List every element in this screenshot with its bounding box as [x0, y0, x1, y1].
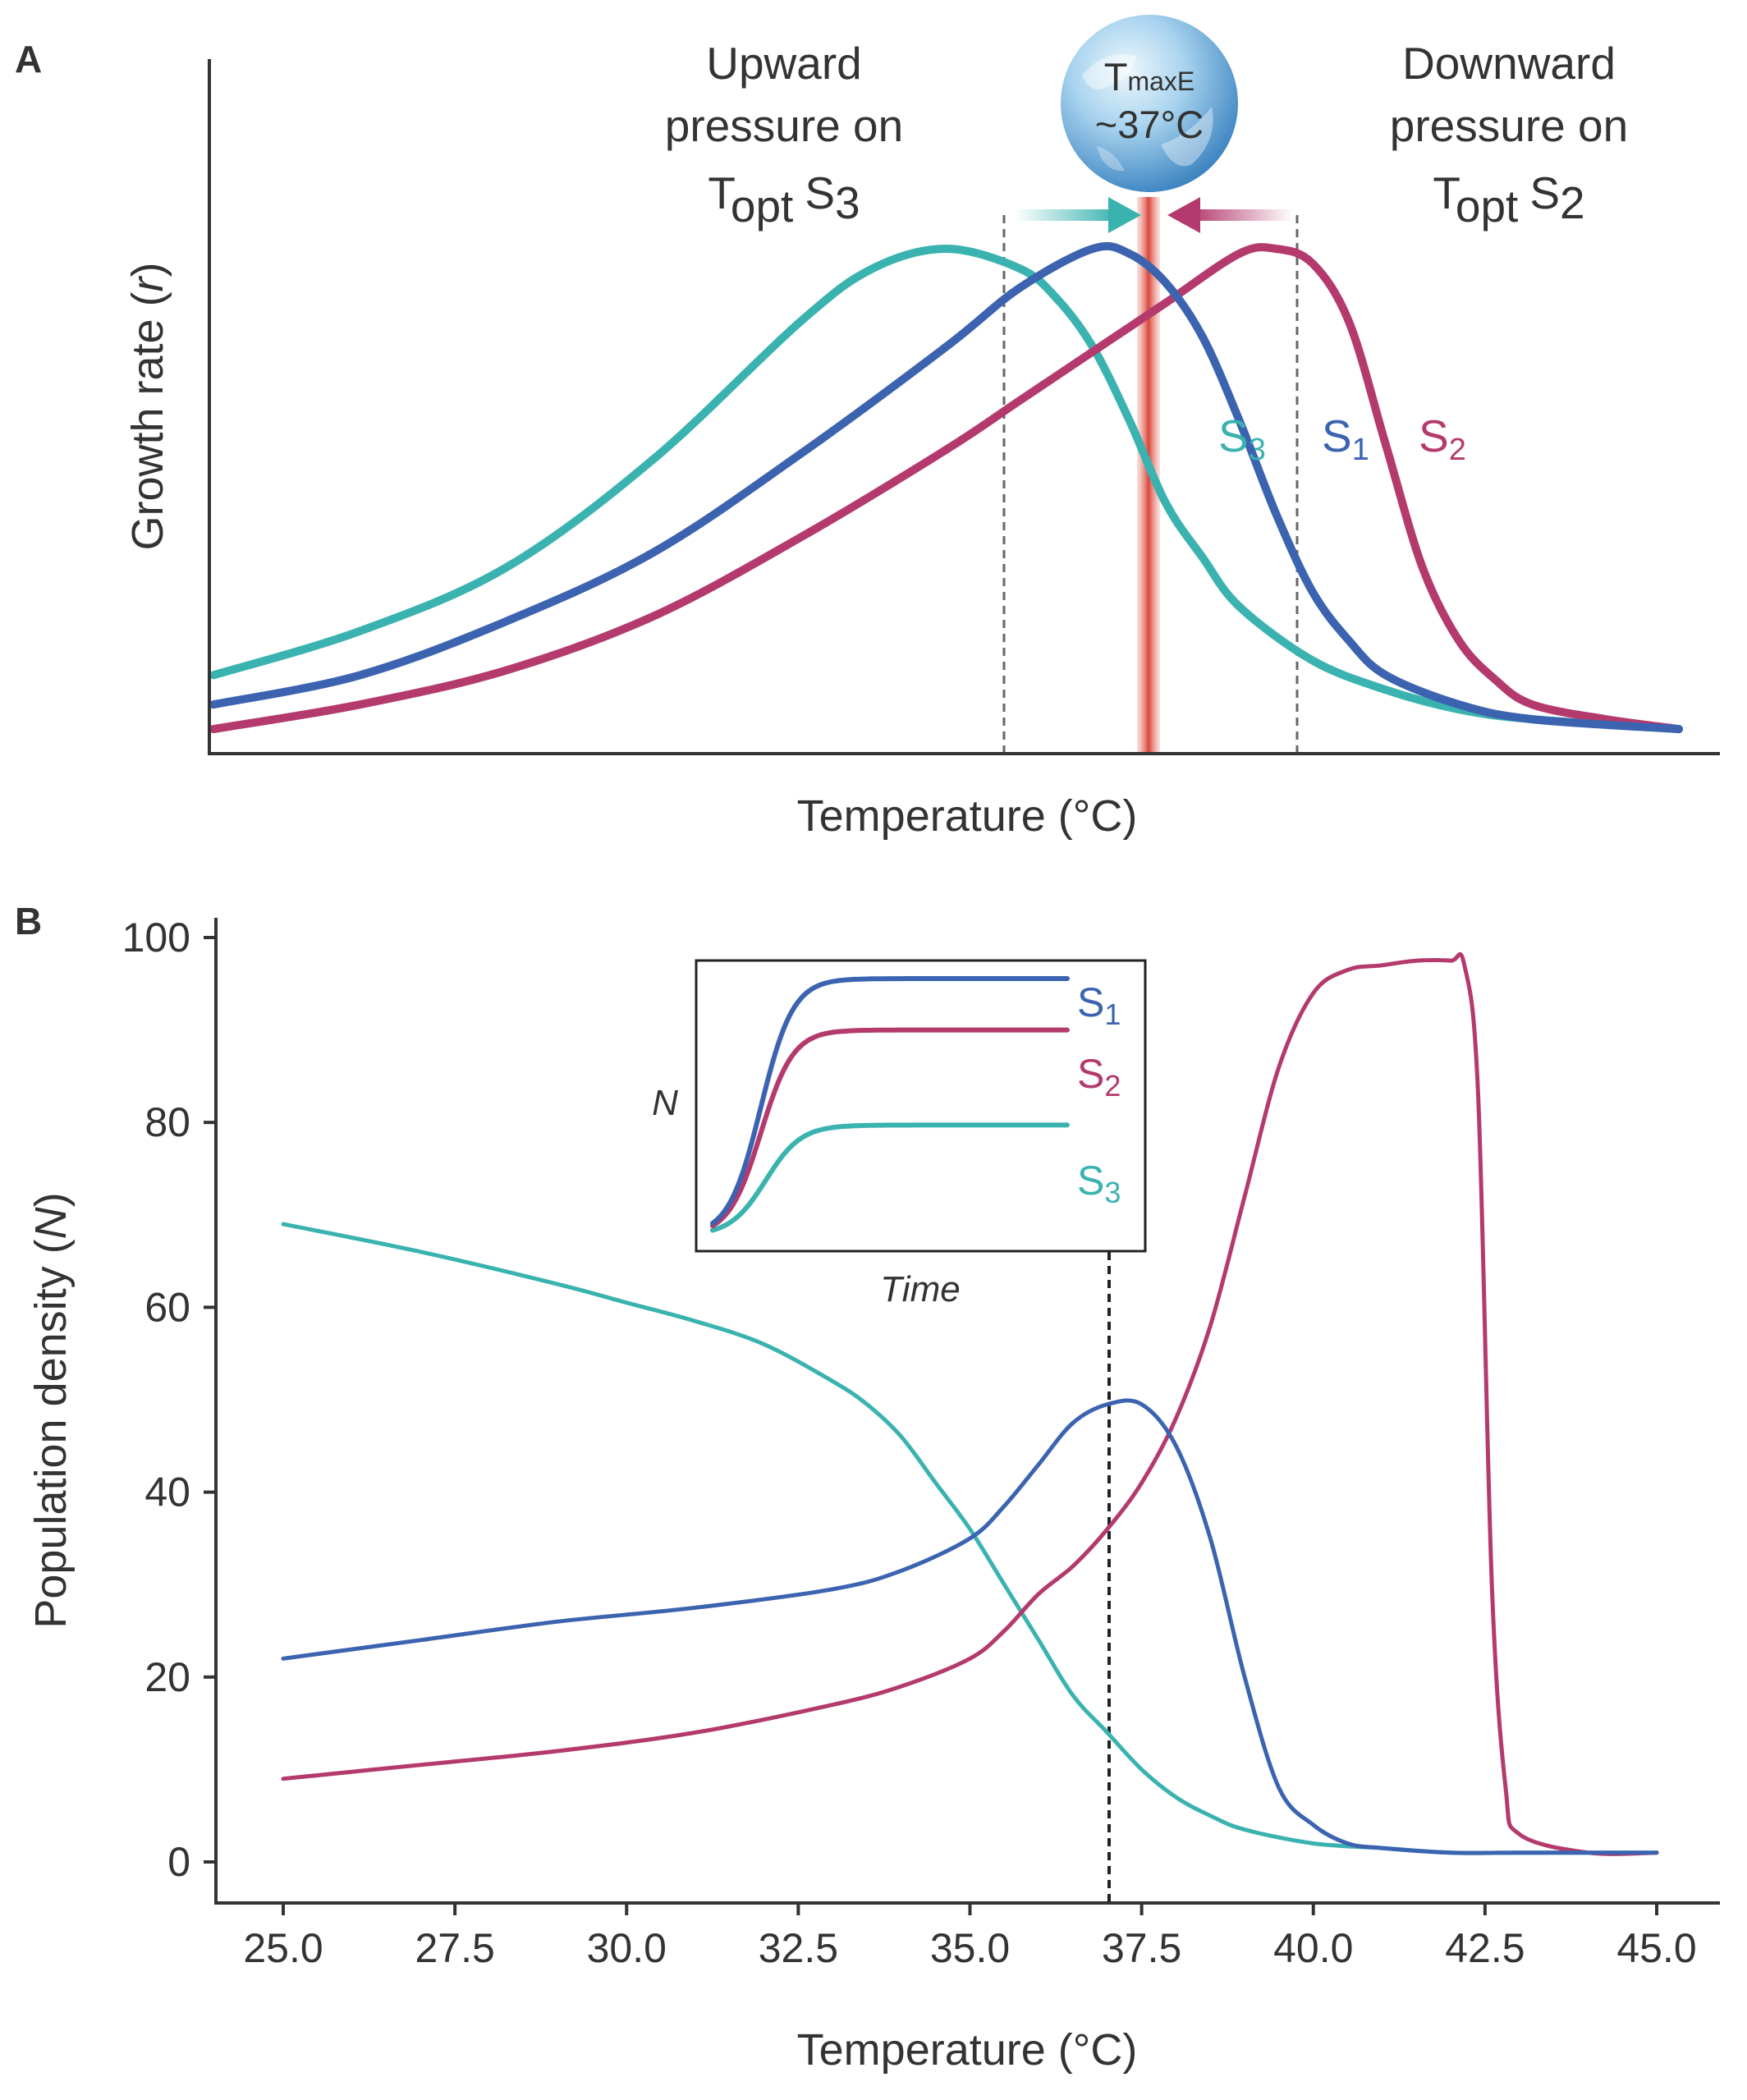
- downward-pressure-line1: Downward: [1402, 38, 1616, 89]
- inset-curve-s3: [710, 1122, 1070, 1233]
- y-tick-label: 20: [144, 1654, 190, 1700]
- panel-a-y-axis-title: Growth rate (r): [123, 262, 172, 550]
- panel-b-ticks: 25.0 27.5 30.0 32.5 35.0 37.5 40.0 42.5 45.0 0 20 4…: [122, 915, 1697, 1971]
- panel-b-x-axis-title: Temperature (°C): [797, 2025, 1138, 2075]
- upward-pressure-arrow: [1015, 197, 1141, 233]
- inset-label-s2: S2: [1077, 1051, 1121, 1103]
- panel-a-curve-s3: [209, 245, 1683, 734]
- panel-b-y-axis-title: Population density (N): [26, 1192, 76, 1628]
- y-tick-label: 60: [144, 1284, 190, 1330]
- x-tick-label: 45.0: [1616, 1925, 1696, 1971]
- x-tick-label: 25.0: [243, 1925, 323, 1971]
- inset-curve-s1: [710, 975, 1070, 1227]
- x-tick-label: 27.5: [415, 1925, 494, 1971]
- panel-a-label-s1: S1: [1322, 410, 1369, 467]
- x-tick-label: 42.5: [1445, 1925, 1525, 1971]
- panel-a-letter: A: [15, 38, 42, 80]
- inset-x-label: Time: [880, 1269, 960, 1309]
- downward-pressure-line2: pressure on: [1390, 100, 1628, 151]
- panel-a: A TmaxE ~37°C Upward pressure on: [15, 15, 1720, 841]
- globe-tmax-label: TmaxE: [1104, 55, 1195, 99]
- y-tick-label: 80: [144, 1099, 190, 1145]
- panel-b-inset: S1 S2 S3 N Time: [652, 959, 1147, 1309]
- panel-b-curve-s2: [281, 951, 1659, 1856]
- panel-a-curve-s1: [209, 241, 1683, 734]
- x-tick-label: 35.0: [930, 1925, 1010, 1971]
- panel-a-curve-s2: [209, 243, 1683, 734]
- globe-temp-label: ~37°C: [1095, 103, 1204, 146]
- panel-b-curve-s1: [281, 1398, 1659, 1855]
- panel-a-label-s3: S3: [1218, 410, 1266, 467]
- y-tick-label: 0: [167, 1839, 190, 1885]
- downward-pressure-topt-s2: Topt S2: [1433, 167, 1584, 232]
- panel-a-x-axis-title: Temperature (°C): [797, 791, 1138, 841]
- x-tick-label: 32.5: [759, 1925, 838, 1971]
- inset-curve-s2: [710, 1027, 1070, 1229]
- inset-y-label: N: [652, 1083, 678, 1123]
- upward-pressure-line2: pressure on: [665, 100, 903, 151]
- x-tick-label: 37.5: [1102, 1925, 1181, 1971]
- panel-a-label-s2: S2: [1419, 410, 1466, 467]
- upward-pressure-line1: Upward: [706, 38, 862, 89]
- panel-b-letter: B: [15, 900, 42, 942]
- x-tick-label: 40.0: [1273, 1925, 1353, 1971]
- earth-globe-icon: [1061, 15, 1238, 192]
- y-tick-label: 100: [122, 915, 190, 961]
- downward-pressure-arrow: [1167, 197, 1293, 233]
- inset-label-s1: S1: [1077, 979, 1121, 1031]
- y-tick-label: 40: [144, 1470, 190, 1515]
- panel-b-curve-s3: [281, 1222, 1659, 1855]
- inset-label-s3: S3: [1077, 1158, 1121, 1209]
- x-tick-label: 30.0: [587, 1925, 667, 1971]
- upward-pressure-topt-s3: Topt S3: [708, 167, 860, 232]
- panel-b: B 25.0 27.5 30.0 32.5 35.0 37.5 40.0 42.5 45.002…: [15, 900, 1720, 2075]
